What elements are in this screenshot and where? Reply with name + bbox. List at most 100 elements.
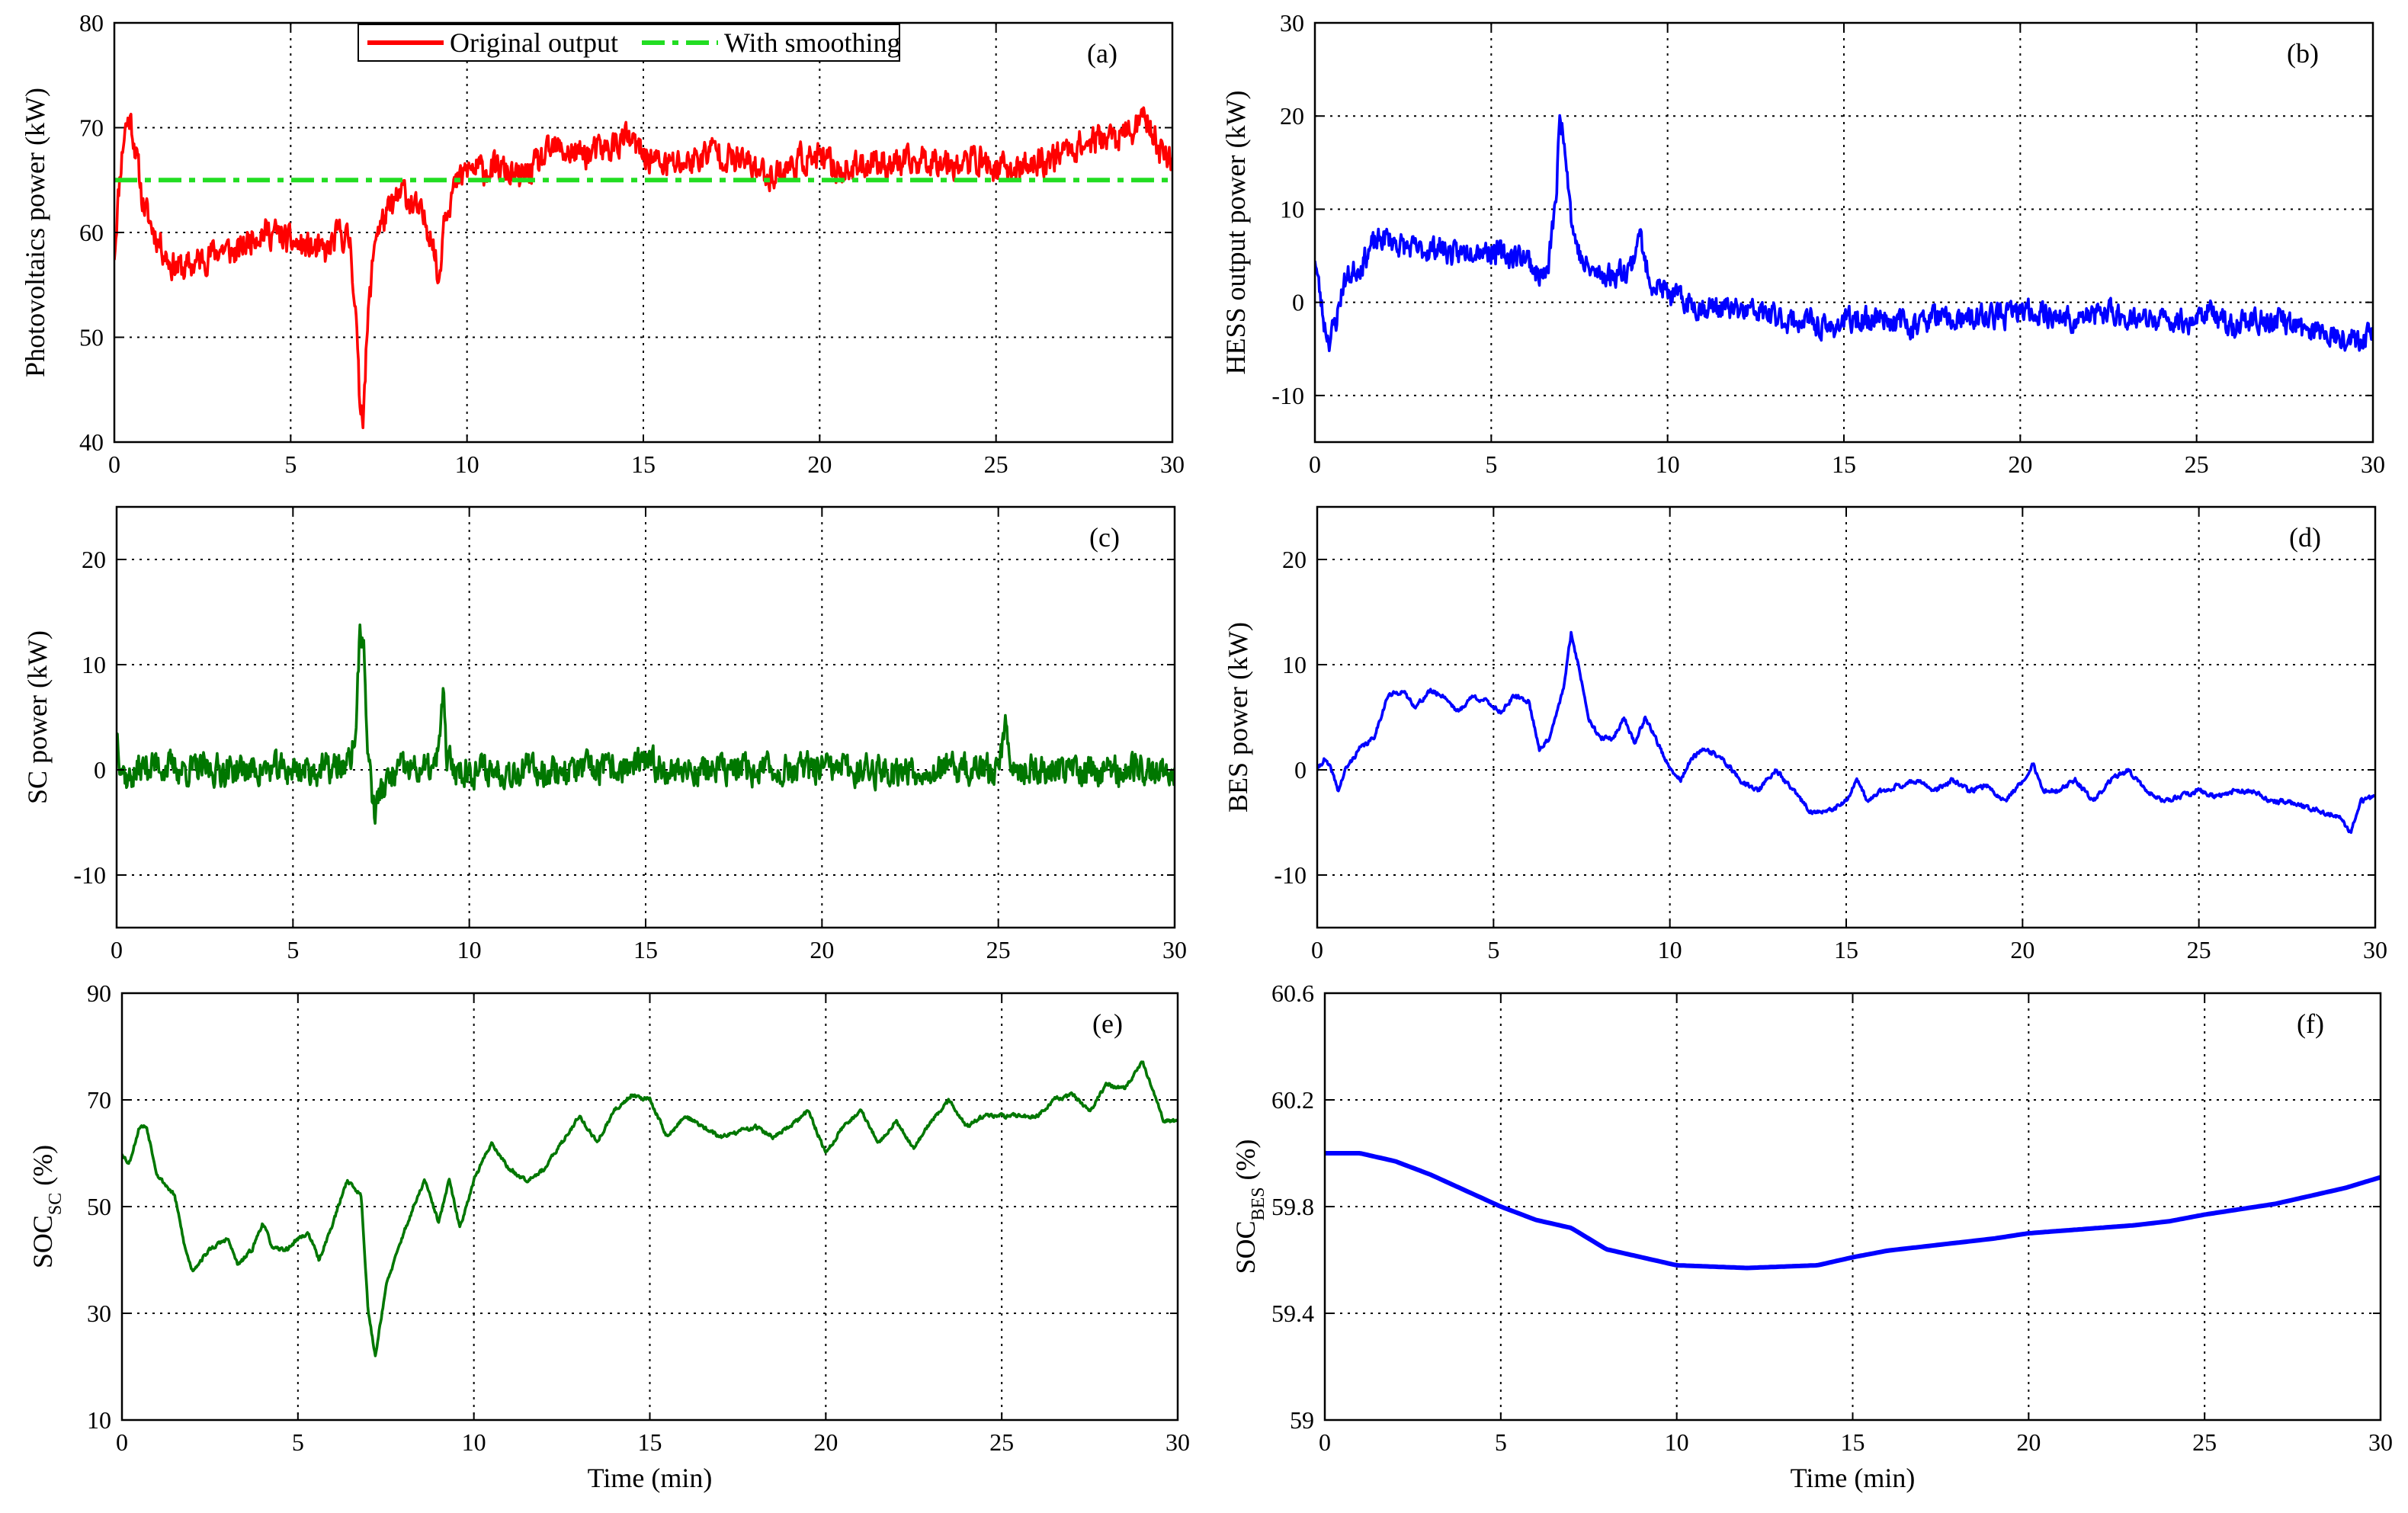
y-tick-label: -10 — [73, 861, 106, 889]
x-tick-label: 20 — [2016, 1428, 2041, 1456]
y-tick-label: 40 — [79, 428, 104, 456]
x-tick-label: 5 — [287, 936, 299, 963]
y-tick-label: 10 — [1282, 651, 1307, 678]
y-tick-label: 20 — [1282, 546, 1307, 573]
x-tick-label: 0 — [1311, 936, 1323, 963]
series-line-f-0 — [1325, 1151, 2381, 1271]
y-tick-label: 30 — [1280, 9, 1304, 37]
x-tick-label: 25 — [989, 1428, 1014, 1456]
y-tick-label: 59.4 — [1271, 1300, 1314, 1327]
y-axis-label: BES power (kW) — [1223, 622, 1253, 813]
x-tick-label: 15 — [1834, 936, 1858, 963]
series-line-b-0 — [1315, 114, 2373, 352]
y-tick-label: 0 — [1292, 289, 1304, 316]
x-tick-label: 20 — [2008, 450, 2032, 478]
panel-e: 0 5 10 15 20 25 30 10 30 50 70 90 (e) SOCSC (%) Time (… — [27, 979, 1190, 1493]
x-tick-label: 15 — [1841, 1428, 1865, 1456]
y-tick-label: 10 — [87, 1406, 111, 1434]
y-tick-label: 0 — [94, 756, 106, 784]
x-tick-label: 5 — [1487, 936, 1499, 963]
x-tick-label: 30 — [1162, 936, 1187, 963]
x-tick-label: 25 — [2187, 936, 2211, 963]
panel-label: (a) — [1087, 38, 1117, 69]
x-tick-label: 5 — [1485, 450, 1497, 478]
x-tick-label: 25 — [984, 450, 1008, 478]
x-tick-label: 15 — [631, 450, 656, 478]
panel-label: (b) — [2287, 38, 2319, 69]
y-axis-label: SOCBES (%) — [1230, 1139, 1268, 1274]
y-tick-label: 0 — [1294, 756, 1307, 784]
series-line-d-0 — [1317, 630, 2375, 834]
y-tick-label: 60.2 — [1271, 1086, 1314, 1114]
x-tick-label: 5 — [292, 1428, 304, 1456]
x-tick-label: 15 — [1832, 450, 1856, 478]
panel-a: 0 5 10 15 20 25 30 40 50 60 70 80 (a) Photovoltaics p… — [20, 9, 1185, 478]
x-tick-label: 10 — [455, 450, 479, 478]
x-tick-label: 5 — [284, 450, 297, 478]
x-tick-label: 20 — [807, 450, 832, 478]
y-tick-label: 20 — [82, 546, 106, 573]
x-tick-label: 10 — [1656, 450, 1680, 478]
x-tick-label: 25 — [2185, 450, 2209, 478]
y-tick-label: 80 — [79, 9, 104, 37]
x-tick-label: 30 — [2368, 1428, 2393, 1456]
x-tick-label: 0 — [111, 936, 123, 963]
x-tick-label: 30 — [1166, 1428, 1190, 1456]
legend-box — [358, 24, 900, 62]
x-tick-label: 30 — [2361, 450, 2385, 478]
x-tick-label: 25 — [2192, 1428, 2217, 1456]
y-axis-label: HESS output power (kW) — [1220, 91, 1251, 375]
x-tick-label: 20 — [2010, 936, 2034, 963]
panel-c: 0 5 10 15 20 25 30 -10 0 10 20 (c) SC power (kW) — [22, 505, 1187, 963]
panel-b: 0 5 10 15 20 25 30 -10 0 10 20 30 (b) HESS output pow… — [1220, 9, 2385, 478]
x-tick-label: 20 — [810, 936, 834, 963]
series-line-a-0 — [114, 106, 1172, 429]
y-tick-label: 10 — [1280, 195, 1304, 223]
y-tick-label: -10 — [1271, 382, 1304, 409]
x-axis-label: Time (min) — [1791, 1463, 1916, 1493]
y-tick-label: 50 — [87, 1193, 111, 1220]
legend-label: With smoothing — [724, 27, 901, 58]
x-tick-label: 10 — [1658, 936, 1682, 963]
x-tick-label: 0 — [1309, 450, 1321, 478]
y-tick-label: 59.8 — [1271, 1193, 1314, 1220]
y-tick-label: 59 — [1290, 1406, 1314, 1434]
x-axis-label: Time (min) — [588, 1463, 713, 1493]
panel-d: 0 5 10 15 20 25 30 -10 0 10 20 (d) BES power (kW) — [1223, 505, 2387, 963]
panel-f: 0 5 10 15 20 25 30 59 59.4 59.8 60.2 60.6 (f) SOCBES … — [1230, 979, 2393, 1493]
y-tick-label: 70 — [79, 114, 104, 142]
x-tick-label: 0 — [1319, 1428, 1331, 1456]
y-axis-label: Photovoltaics power (kW) — [20, 88, 50, 377]
y-tick-label: 50 — [79, 324, 104, 351]
y-tick-label: 90 — [87, 979, 111, 1007]
panel-label: (e) — [1092, 1008, 1123, 1039]
y-tick-label: 20 — [1280, 102, 1304, 130]
legend: Original output With smoothing — [358, 24, 901, 62]
x-tick-label: 25 — [986, 936, 1011, 963]
x-tick-label: 15 — [638, 1428, 662, 1456]
x-tick-label: 10 — [1665, 1428, 1689, 1456]
y-axis-label: SC power (kW) — [22, 630, 53, 804]
x-tick-label: 30 — [2363, 936, 2387, 963]
y-tick-label: 10 — [82, 651, 106, 678]
y-tick-label: 30 — [87, 1300, 111, 1327]
y-tick-label: -10 — [1274, 861, 1307, 889]
x-tick-label: 30 — [1160, 450, 1185, 478]
x-tick-label: 10 — [462, 1428, 486, 1456]
y-tick-label: 70 — [87, 1086, 111, 1114]
x-tick-label: 0 — [116, 1428, 128, 1456]
panel-label: (f) — [2297, 1008, 2324, 1039]
x-tick-label: 5 — [1495, 1428, 1507, 1456]
x-tick-label: 10 — [457, 936, 482, 963]
x-tick-label: 0 — [108, 450, 120, 478]
series-line-e-0 — [122, 1060, 1178, 1358]
panel-label: (c) — [1089, 522, 1120, 553]
panel-label: (d) — [2289, 522, 2321, 553]
legend-label: Original output — [450, 27, 618, 58]
x-tick-label: 15 — [633, 936, 658, 963]
y-tick-label: 60.6 — [1271, 979, 1314, 1007]
y-tick-label: 60 — [79, 219, 104, 246]
y-axis-label: SOCSC (%) — [27, 1145, 66, 1268]
series-line-c-0 — [117, 623, 1175, 825]
